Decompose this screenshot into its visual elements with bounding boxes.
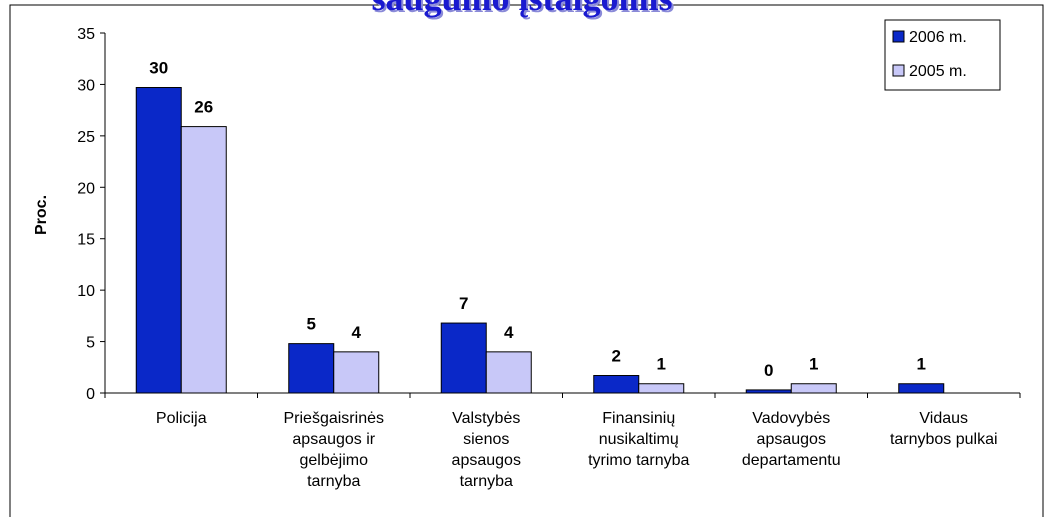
y-tick-label: 0	[86, 386, 95, 403]
y-tick-label: 5	[86, 335, 95, 352]
x-tick-label-line: departamentu	[742, 452, 841, 469]
data-label: 26	[194, 98, 213, 117]
x-tick-label-line: nusikaltimų	[599, 431, 679, 448]
bar	[180, 126, 227, 394]
y-tick-label: 30	[77, 77, 95, 94]
data-label: 5	[307, 315, 316, 334]
x-tick-label-line: tarnyba	[307, 473, 360, 490]
data-label: 7	[459, 294, 468, 313]
legend-swatch	[892, 30, 905, 43]
x-tick-label-line: tarnybos pulkai	[890, 431, 998, 448]
data-label: 4	[504, 323, 514, 342]
x-tick-label-line: apsaugos	[452, 452, 521, 469]
x-tick-label: Policija	[156, 410, 207, 427]
data-label: 0	[764, 361, 773, 380]
x-tick-label-line: Priešgaisrinės	[284, 410, 384, 427]
bar	[638, 383, 685, 394]
x-tick-label-line: sienos	[463, 431, 509, 448]
data-label: 30	[149, 59, 168, 78]
chart-title: saugumo įstaigomis	[371, 0, 672, 18]
y-tick-label: 15	[77, 232, 95, 249]
bar	[898, 383, 945, 394]
y-axis-label: Proc.	[33, 195, 50, 235]
y-tick-label: 10	[77, 283, 95, 300]
x-tick-label-line: Vidaus	[919, 410, 968, 427]
bar	[440, 322, 487, 394]
data-label: 1	[917, 355, 926, 374]
legend-label: 2005 m.	[909, 63, 967, 80]
bar	[135, 87, 182, 394]
y-tick-label: 25	[77, 129, 95, 146]
x-tick-label: Finansinių nusikaltimų tyrimo tarnyba	[588, 410, 689, 469]
bar	[593, 375, 640, 394]
bar	[790, 383, 837, 394]
data-label: 4	[352, 323, 362, 342]
data-label: 1	[657, 355, 666, 374]
legend-label: 2006 m.	[909, 29, 967, 46]
bar	[288, 343, 335, 394]
legend-swatch	[892, 64, 905, 77]
bar	[333, 351, 380, 394]
bar	[485, 351, 532, 394]
x-tick-label-line: tyrimo tarnyba	[588, 452, 689, 469]
x-tick-label-line: apsaugos ir	[292, 431, 375, 448]
x-tick-label-line: Valstybės	[452, 410, 520, 427]
x-tick-label: Vadovybės apsaugos departamentu	[742, 410, 841, 469]
title-shadow: saugumo įstaigomis	[373, 0, 674, 20]
x-tick-label-line: Vadovybės	[752, 410, 830, 427]
x-tick-label: Priešgaisrinės apsaugos ir gelbėjimo tarnyb…	[284, 410, 384, 490]
y-tick-label: 35	[77, 26, 95, 43]
y-tick-label: 20	[77, 180, 95, 197]
data-label: 1	[809, 355, 818, 374]
x-tick-label-line: tarnyba	[460, 473, 513, 490]
x-tick-label: Valstybės sienos apsaugos tarnyba	[452, 410, 521, 490]
x-tick-label-line: apsaugos	[757, 431, 826, 448]
x-tick-label: Vidaus tarnybos pulkai	[890, 410, 998, 448]
x-tick-label-line: Policija	[156, 410, 207, 427]
bar	[745, 389, 792, 394]
data-label: 2	[612, 347, 621, 366]
x-tick-label-line: Finansinių	[602, 410, 675, 427]
x-tick-label-line: gelbėjimo	[300, 452, 369, 469]
chart-border	[9, 4, 1044, 517]
